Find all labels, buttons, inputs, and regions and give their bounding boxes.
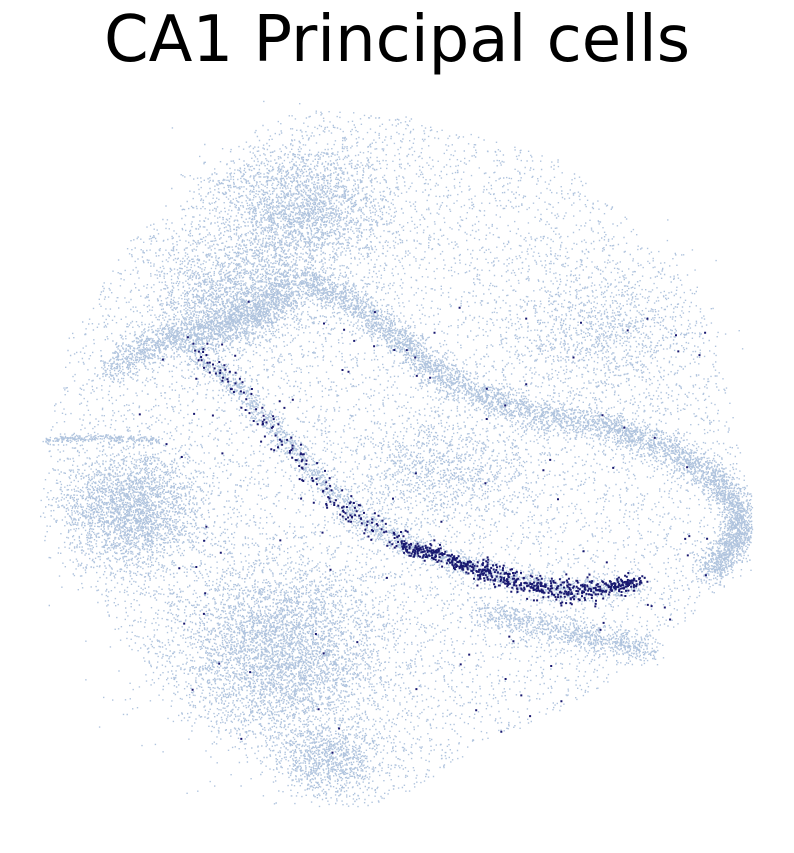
background-point-cloud	[40, 100, 754, 808]
chart-title: CA1 Principal cells	[103, 3, 691, 77]
background-points	[40, 100, 754, 808]
